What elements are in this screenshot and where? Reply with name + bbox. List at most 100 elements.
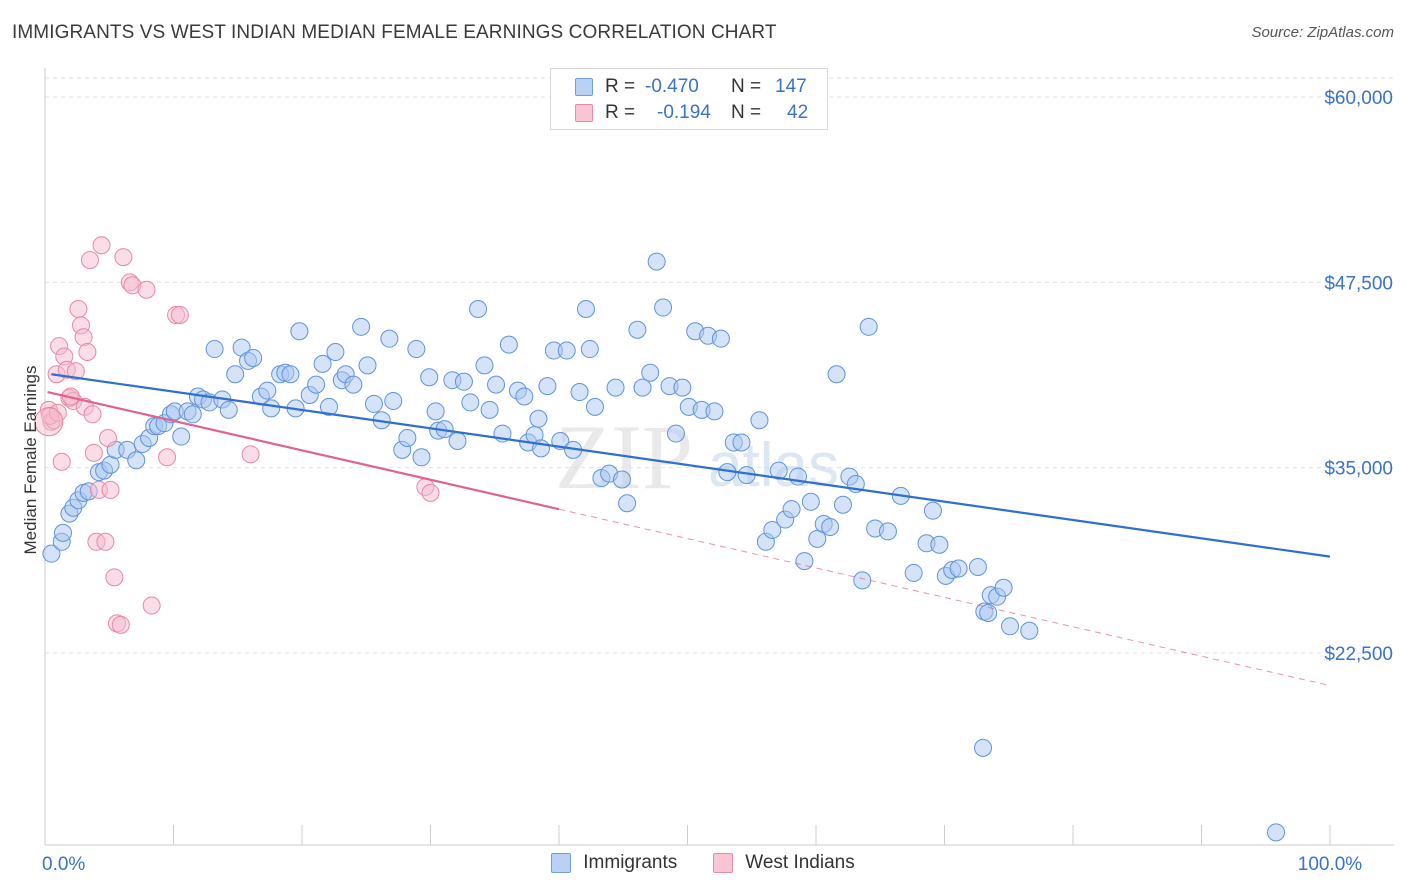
immigrants-point <box>994 578 1013 597</box>
west-indians-point <box>241 445 260 464</box>
west-indians-point <box>158 448 177 467</box>
immigrants-point <box>1001 617 1020 636</box>
immigrants-point <box>923 501 942 520</box>
immigrants-point <box>795 552 814 571</box>
immigrants-point <box>352 317 371 336</box>
immigrants-point <box>821 517 840 536</box>
legend-label: West Indians <box>745 852 855 873</box>
immigrants-point <box>968 558 987 577</box>
immigrants-point <box>412 448 431 467</box>
west-indians-point <box>66 362 85 381</box>
n-label: N = <box>731 76 762 97</box>
immigrants-point <box>750 411 769 430</box>
immigrants-point <box>172 427 191 446</box>
west-indians-swatch <box>575 104 593 122</box>
immigrants-point <box>53 523 72 542</box>
immigrants-point <box>808 529 827 548</box>
immigrants-point <box>290 322 309 341</box>
immigrants-point <box>344 375 363 394</box>
immigrants-point <box>262 399 281 418</box>
immigrants-point <box>244 348 263 367</box>
r-value: -0.194 <box>657 102 711 123</box>
west-indians-point <box>74 328 93 347</box>
y-tick-label: $60,000 <box>1324 88 1393 109</box>
immigrants-point <box>384 391 403 410</box>
n-value: 42 <box>787 102 809 123</box>
west-indians-trend-extension <box>558 508 1331 687</box>
west-indians-point <box>52 452 71 471</box>
y-axis-label: Median Female Earnings <box>21 366 40 555</box>
immigrants-point <box>641 363 660 382</box>
immigrants-point <box>454 372 473 391</box>
immigrants-point <box>448 431 467 450</box>
west-indians-point <box>69 300 88 319</box>
immigrants-point <box>469 300 488 319</box>
immigrants-point <box>732 433 751 452</box>
west-indians-point <box>78 343 97 362</box>
immigrants-point <box>580 340 599 359</box>
immigrants-point <box>763 520 782 539</box>
watermark: ZIP atlas <box>555 406 839 508</box>
immigrants-point <box>380 329 399 348</box>
immigrants-point <box>407 340 426 359</box>
legend-label: Immigrants <box>583 852 678 873</box>
series-legend: Immigrants West Indians <box>0 852 1406 874</box>
immigrants-point <box>949 559 968 578</box>
immigrants-point <box>364 394 383 413</box>
immigrants-point <box>801 492 820 511</box>
immigrants-point <box>219 400 238 419</box>
immigrants-point <box>127 451 146 470</box>
immigrants-points <box>42 252 1286 842</box>
r-label: R = <box>605 76 636 97</box>
west-indians-point <box>142 596 161 615</box>
legend-row-west-indians: R = -0.194 N = 42 <box>575 101 808 125</box>
immigrants-point <box>461 393 480 412</box>
immigrants-point <box>557 341 576 360</box>
immigrants-point <box>974 738 993 757</box>
west-indians-point <box>101 480 120 499</box>
immigrants-point <box>930 535 949 554</box>
immigrants-point <box>398 429 417 448</box>
immigrants-point <box>515 387 534 406</box>
immigrants-point <box>782 500 801 519</box>
immigrants-point <box>705 402 724 421</box>
immigrants-point <box>319 397 338 416</box>
chart-title: IMMIGRANTS VS WEST INDIAN MEDIAN FEMALE … <box>12 22 777 43</box>
n-label: N = <box>731 102 762 123</box>
immigrants-point <box>666 424 685 443</box>
immigrants-point <box>576 300 595 319</box>
immigrants-point <box>499 335 518 354</box>
west-indians-point <box>98 429 117 448</box>
immigrants-point <box>833 495 852 514</box>
immigrants-point <box>654 298 673 317</box>
immigrants-point <box>711 329 730 348</box>
immigrants-point <box>281 365 300 384</box>
immigrants-point <box>585 397 604 416</box>
legend-item-west-indians[interactable]: West Indians <box>713 852 855 874</box>
immigrants-point <box>426 402 445 421</box>
immigrants-point <box>420 368 439 387</box>
immigrants-point <box>1020 621 1039 640</box>
west-indians-swatch <box>713 853 734 873</box>
immigrants-point <box>606 378 625 397</box>
trend-lines <box>47 373 1331 687</box>
west-indians-point <box>137 280 156 299</box>
west-indians-point <box>84 443 103 462</box>
immigrants-point <box>1267 823 1286 842</box>
x-tick-label: 100.0% <box>1298 854 1363 875</box>
y-tick-label: $47,500 <box>1324 273 1393 294</box>
immigrants-point <box>42 544 61 563</box>
legend-item-immigrants[interactable]: Immigrants <box>551 852 677 874</box>
immigrants-point <box>358 356 377 375</box>
immigrants-point <box>538 377 557 396</box>
immigrants-point <box>769 461 788 480</box>
west-indians-point <box>34 407 64 437</box>
immigrants-point <box>853 571 872 590</box>
y-tick-label: $22,500 <box>1324 644 1393 665</box>
r-label: R = <box>605 102 636 123</box>
immigrants-point <box>205 340 224 359</box>
immigrants-point <box>480 400 499 419</box>
n-value: 147 <box>775 76 807 97</box>
west-indians-point <box>83 405 102 424</box>
